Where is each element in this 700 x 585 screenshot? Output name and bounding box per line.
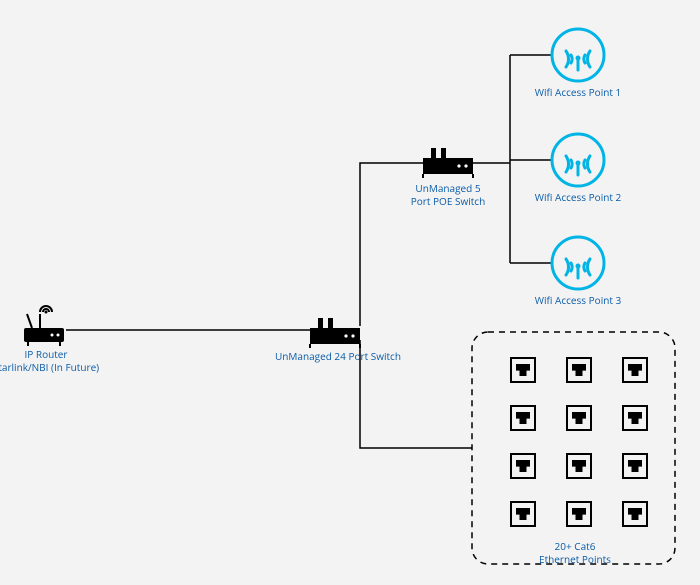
ap1-label: Wifi Access Point 1 [508,86,648,99]
ethernet-port-icon [623,358,647,382]
ethernet-port-icon [567,358,591,382]
switch-24port-icon [310,318,360,348]
router-label: IP Router Starlink/NBI (In Future) [0,348,116,374]
ap2-label: Wifi Access Point 2 [508,191,648,204]
ethernet-port-icon [567,502,591,526]
router-icon [24,306,64,346]
wifi-ap-1-icon [552,29,604,81]
ethernet-port-icon [511,502,535,526]
ethgroup-label: 20+ Cat6 Ethernet Points [505,540,645,566]
wifi-ap-2-icon [552,134,604,186]
ethernet-port-icon [511,358,535,382]
switch24-label: UnManaged 24 Port Switch [268,350,408,363]
ethernet-port-icon [623,454,647,478]
ethernet-port-icon [567,406,591,430]
router-subtitle: Starlink/NBI (In Future) [0,361,116,374]
ethernet-port-icon [511,454,535,478]
ethernet-port-icon [623,502,647,526]
ethernet-port-icon [623,406,647,430]
ap3-label: Wifi Access Point 3 [508,294,648,307]
connections-group [66,55,552,448]
ethernet-port-icon [511,406,535,430]
wifi-ap-3-icon [552,237,604,289]
switch-5port-icon [423,148,473,178]
ethernet-ports-grid [511,358,647,526]
ethernet-port-icon [567,454,591,478]
switch5-label: UnManaged 5 Port POE Switch [378,182,518,208]
